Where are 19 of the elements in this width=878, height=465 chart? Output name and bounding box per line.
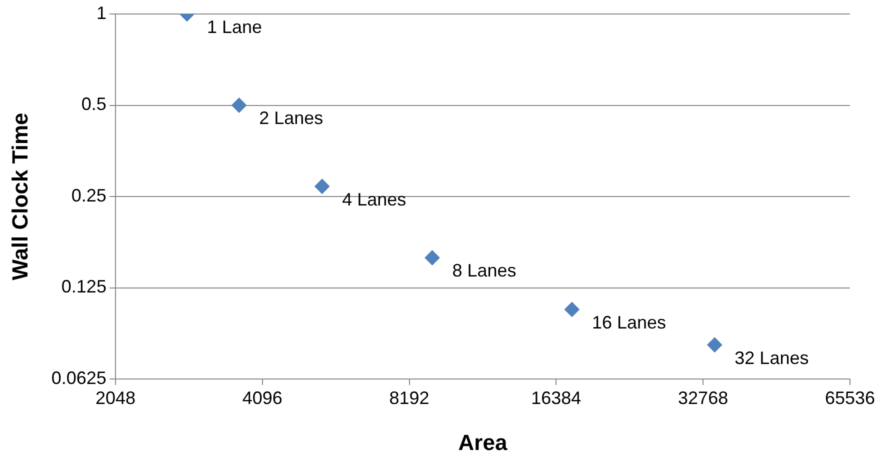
y-tick-label: 0.5	[81, 94, 106, 114]
y-tick-label: 0.125	[61, 276, 106, 297]
x-tick-label: 8192	[389, 388, 430, 408]
annotation: 8 Lanes	[452, 260, 516, 281]
annotation: 1 Lane	[206, 16, 262, 37]
y-axis-title: Wall Clock Time	[7, 112, 32, 280]
x-tick-label: 16384	[531, 388, 582, 408]
x-tick-label: 2048	[95, 388, 136, 408]
x-tick-label: 32768	[678, 388, 728, 408]
x-tick-label: 65536	[824, 388, 876, 408]
annotation: 2 Lanes	[259, 108, 324, 128]
x-axis-title: Area	[458, 430, 508, 455]
x-tick-label: 4096	[242, 388, 282, 408]
annotation: 16 Lanes	[592, 312, 666, 332]
y-tick-label: 0.25	[71, 185, 106, 206]
annotation: 4 Lanes	[342, 189, 406, 210]
annotation: 32 Lanes	[734, 348, 809, 368]
y-tick-label: 0.0625	[51, 368, 106, 388]
y-tick-label: 1	[96, 2, 106, 23]
